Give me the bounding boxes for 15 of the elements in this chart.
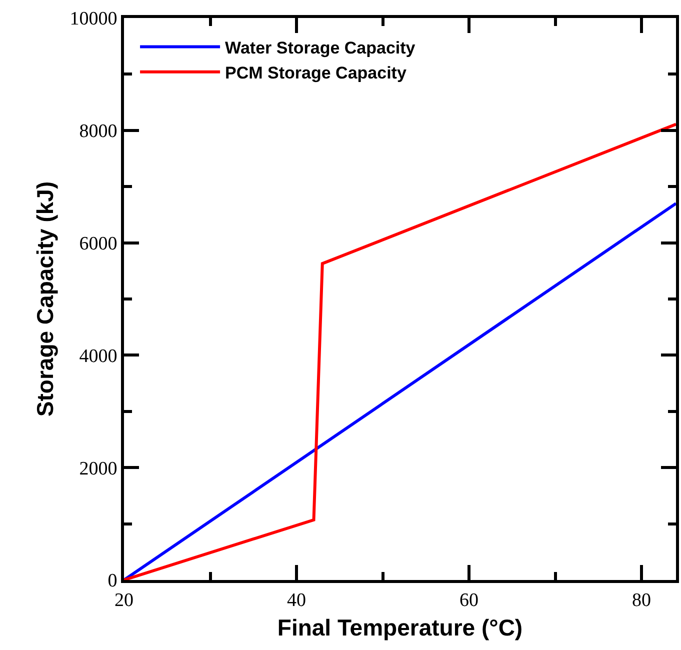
y-tick-label: 6000 [79, 233, 118, 254]
y-tick-label: 0 [108, 570, 118, 592]
x-tick-label: 40 [287, 590, 306, 611]
y-tick-label: 10000 [70, 8, 118, 30]
y-tick-label: 4000 [79, 346, 118, 367]
y-tick-label: 8000 [79, 121, 118, 142]
legend-label: Water Storage Capacity [225, 38, 416, 58]
y-tick-label: 2000 [79, 458, 118, 480]
x-axis-title: Final Temperature (°C) [277, 614, 523, 640]
line-series [124, 122, 676, 580]
x-tick-label: 20 [114, 590, 134, 611]
y-axis-title: Storage Capacity (kJ) [32, 181, 58, 417]
x-tick-label: 60 [460, 590, 478, 611]
legend-label: PCM Storage Capacity [225, 64, 407, 83]
x-tick-label: 80 [632, 590, 651, 611]
